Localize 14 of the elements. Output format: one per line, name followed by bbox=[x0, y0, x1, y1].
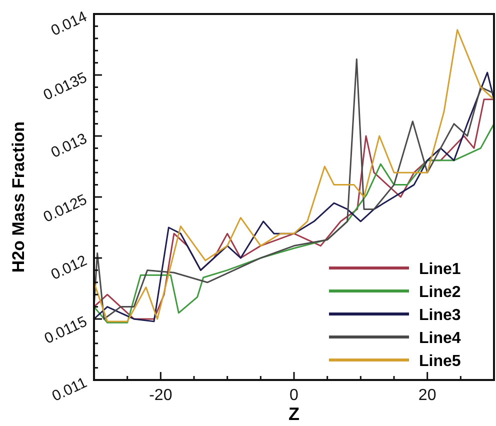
legend-label: Line5 bbox=[419, 353, 461, 370]
y-axis-title: H2o Mass Fraction bbox=[9, 121, 28, 273]
x-tick-label: 20 bbox=[418, 387, 436, 404]
y-tick-label: 0.011 bbox=[49, 374, 90, 406]
legend-label: Line2 bbox=[419, 284, 461, 301]
y-tick-label: 0.012 bbox=[48, 252, 90, 284]
x-tick-label: -20 bbox=[149, 387, 172, 404]
x-tick-label: 0 bbox=[290, 387, 299, 404]
y-tick-label: 0.014 bbox=[48, 8, 90, 40]
y-tick-label: 0.013 bbox=[48, 130, 90, 162]
legend-label: Line4 bbox=[419, 330, 461, 347]
legend-label: Line1 bbox=[419, 261, 461, 278]
x-axis-title: Z bbox=[288, 404, 300, 424]
legend-label: Line3 bbox=[419, 307, 461, 324]
